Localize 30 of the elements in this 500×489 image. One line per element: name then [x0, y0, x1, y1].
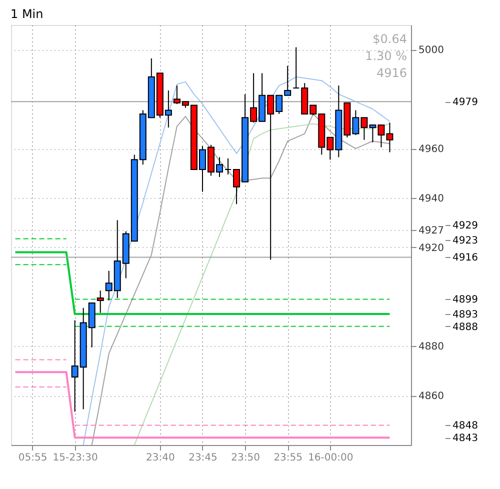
- y-tick-label: 4920: [418, 242, 444, 254]
- annotation: 4916: [376, 66, 407, 80]
- x-tick-label: 23:55: [274, 452, 303, 464]
- annotation: 1.30 %: [365, 49, 407, 63]
- candlestick: [224, 158, 232, 175]
- y2-tick-label: 4893: [452, 310, 478, 321]
- y-tick-label: 4860: [418, 391, 444, 402]
- candlestick: [96, 290, 104, 314]
- y2-tick-label: 4899: [452, 294, 478, 306]
- y-tick-label: 4927: [418, 226, 444, 237]
- y-tick-label: 4960: [418, 144, 444, 156]
- annotation: $0.64: [372, 32, 407, 46]
- x-tick-label: 23:45: [188, 452, 218, 464]
- y2-tick-label: 4979: [452, 97, 478, 108]
- x-tick-label: 23:40: [146, 452, 175, 464]
- y2-tick-label: 4843: [452, 433, 478, 444]
- candlestick: [292, 46, 300, 88]
- y2-tick-label: 4923: [452, 235, 478, 246]
- y-tick-label: 4940: [418, 193, 444, 204]
- x-tick-label: 15-23:30: [52, 452, 98, 464]
- y2-tick-label: 4929: [452, 220, 478, 232]
- x-tick-label: 05:55: [18, 452, 48, 464]
- x-tick-label: 16-00:00: [308, 452, 354, 464]
- y-tick-label: 5000: [418, 45, 444, 56]
- x-tick-label: 23:50: [231, 452, 260, 464]
- y2-tick-label: 4888: [452, 322, 478, 333]
- chart-title: 1 Min: [10, 7, 44, 21]
- y2-tick-label: 4848: [452, 420, 478, 432]
- y-tick-label: 4880: [418, 342, 444, 353]
- y2-tick-label: 4916: [452, 252, 478, 264]
